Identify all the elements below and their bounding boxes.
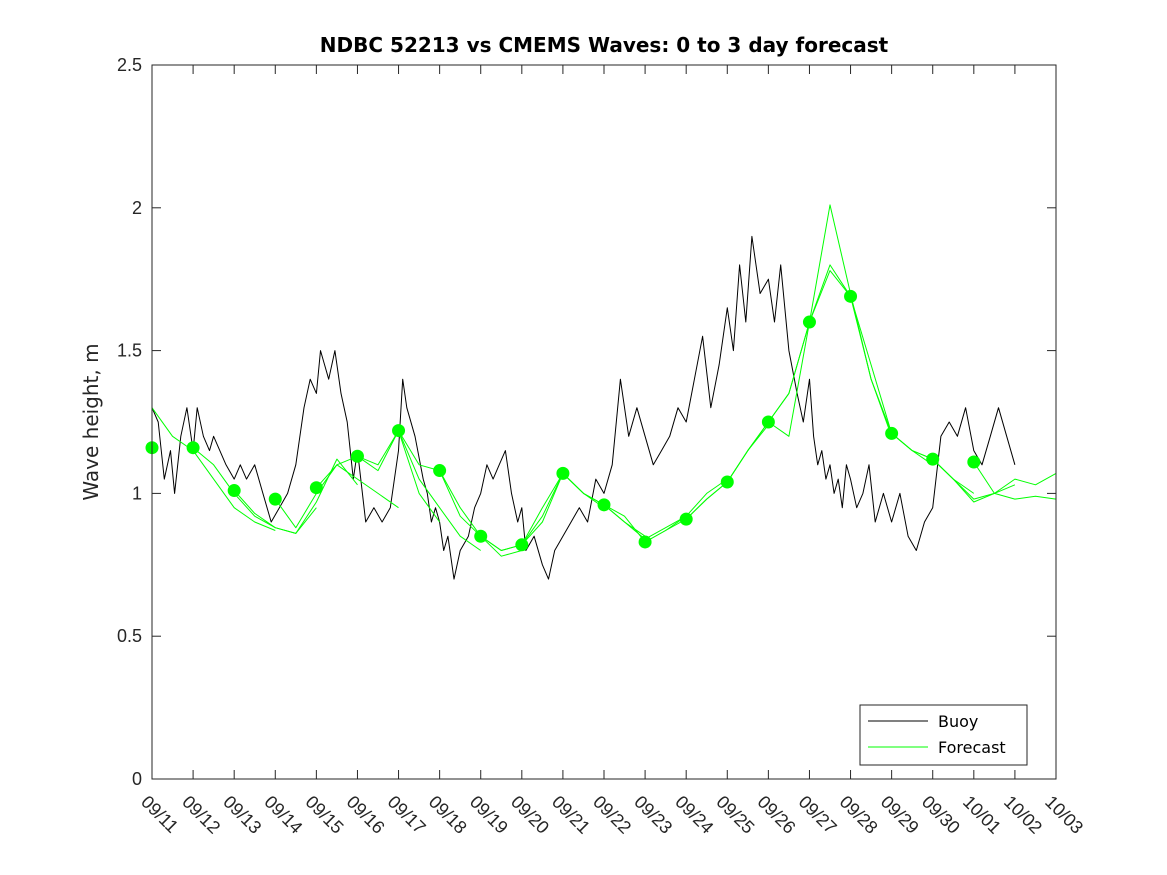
- forecast-series-line-5: [316, 430, 441, 523]
- forecast-point-12: [638, 535, 652, 549]
- forecast-point-20: [967, 455, 981, 469]
- forecast-point-1: [186, 441, 200, 455]
- forecast-point-3: [268, 492, 282, 506]
- forecast-series-line-6: [357, 430, 481, 551]
- legend-box: [859, 704, 1028, 766]
- legend-forecast-label: Forecast: [938, 738, 1006, 757]
- forecast-point-8: [474, 529, 488, 543]
- plot-area: [152, 65, 1056, 779]
- forecast-point-4: [309, 481, 323, 495]
- forecast-point-2: [227, 484, 241, 498]
- y-tick-label-2: 1: [132, 483, 142, 503]
- forecast-series-line-21: [973, 461, 1057, 500]
- forecast-point-19: [926, 452, 940, 466]
- forecast-point-6: [392, 424, 406, 438]
- forecast-series-line-7: [398, 430, 522, 557]
- forecast-point-13: [679, 512, 693, 526]
- marker-layer: [145, 289, 981, 552]
- forecast-point-16: [802, 315, 816, 329]
- forecast-point-7: [433, 464, 447, 478]
- legend: Buoy Forecast: [859, 704, 1028, 766]
- chart-title: NDBC 52213 vs CMEMS Waves: 0 to 3 day fo…: [320, 33, 889, 57]
- forecast-point-14: [720, 475, 734, 489]
- buoy-series-line: [151, 235, 1016, 580]
- y-tick-label-0: 0: [132, 769, 142, 789]
- forecast-point-15: [761, 415, 775, 429]
- forecast-point-5: [350, 449, 364, 463]
- y-tick-label-5: 2.5: [117, 55, 142, 75]
- forecast-point-11: [597, 498, 611, 512]
- y-axis-label: Wave height, m: [79, 343, 103, 500]
- forecast-series-line-1: [151, 407, 276, 531]
- y-tick-label-4: 2: [132, 198, 142, 218]
- forecast-point-9: [515, 538, 529, 552]
- forecast-series-line-3: [233, 458, 358, 534]
- y-tick-label-3: 1.5: [117, 341, 142, 361]
- series-layer: [151, 204, 1057, 580]
- forecast-series-line-11: [562, 473, 687, 540]
- forecast-point-10: [556, 466, 570, 480]
- y-tick-label-1: 0.5: [117, 626, 142, 646]
- forecast-point-17: [844, 289, 858, 303]
- y-axis: 0 0.5 1 1.5 2 2.5: [117, 55, 1056, 789]
- legend-buoy-label: Buoy: [938, 712, 978, 731]
- forecast-point-18: [885, 426, 899, 440]
